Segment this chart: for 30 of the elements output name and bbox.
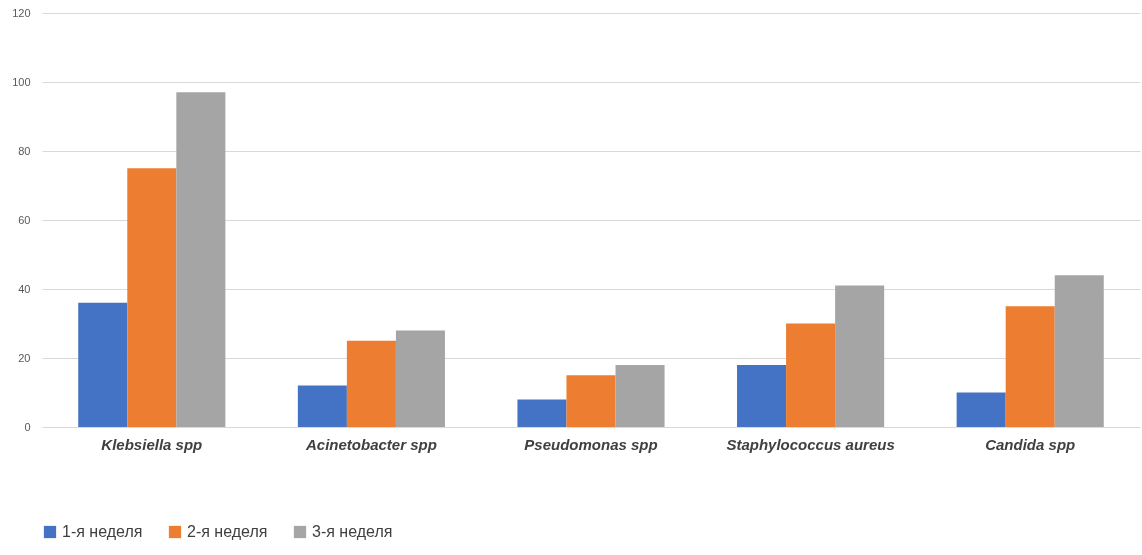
y-tick-label: 120 [12,6,31,19]
bar [1054,275,1104,427]
x-tick-label: Candida spp [985,435,1076,453]
y-tick-label: 80 [18,144,31,157]
legend-label: 1-я неделя [62,523,143,540]
bar [297,385,347,427]
bar [517,399,567,427]
x-tick-label: Acinetobacter spp [304,435,437,453]
legend-label: 2-я неделя [187,523,268,540]
bar [615,364,665,427]
bar [1005,306,1055,427]
bar [127,168,177,427]
y-tick-label: 0 [24,420,31,433]
x-tick-label: Staphylococcus aureus [726,435,895,453]
y-tick-label: 40 [18,282,31,295]
bar [176,92,226,427]
bar [737,364,787,427]
y-tick-label: 20 [18,351,31,364]
bar [395,330,445,427]
x-tick-label: Pseudomonas spp [524,435,658,453]
bar [78,302,128,427]
y-tick-label: 60 [18,213,31,226]
bar [346,340,396,427]
y-tick-label: 100 [12,75,31,88]
x-tick-label: Klebsiella spp [101,435,203,453]
bar [956,392,1006,427]
bar [835,285,885,427]
bar [566,375,616,427]
bar [786,323,836,427]
legend-label: 3-я неделя [312,523,393,540]
